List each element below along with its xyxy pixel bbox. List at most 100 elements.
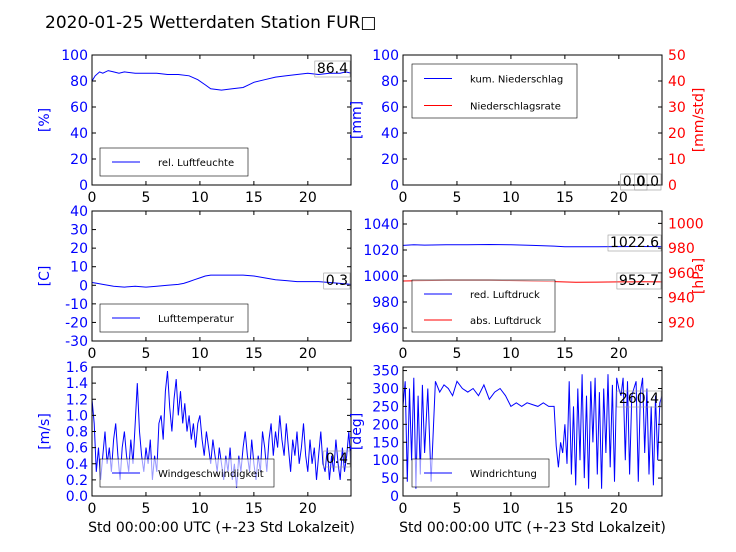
x-tick-label: 10 [191,346,209,362]
legend-label: Windgeschwindigkeit [158,469,264,480]
legend-box [411,279,556,333]
current-value-box [607,234,662,252]
plot-frame-temp [91,210,352,342]
series-line-pressure-0 [403,243,662,248]
y-axis-label-right: [hPa] [691,258,707,294]
y-axis-label: [%] [37,108,53,132]
x-tick-label: 10 [191,190,209,206]
panel-wind: 0 5 10 15 200.00.20.40.60.81.01.21.41.6[m/s]… [37,360,355,536]
y-tick-label: 0 [390,489,399,505]
y-tick-label-right: 50 [668,48,686,64]
x-tick-label: 20 [299,346,317,362]
y-axis-label: [deg] [349,413,365,450]
y-tick-label: 980 [372,295,399,311]
y-tick-label: 1.0 [66,408,88,424]
y-axis-label: [m/s] [37,413,53,450]
y-tick-label: 100 [372,453,399,469]
y-tick-label: 20 [70,241,88,257]
x-tick-label: 0 [399,501,408,517]
y-tick-label: 1000 [363,269,399,285]
y-tick-label: 1040 [363,217,399,233]
y-tick-label: -30 [65,334,88,350]
x-axis-label: Std 00:00:00 UTC (+-23 Std Lokalzeit) [399,520,666,536]
y-tick-label: 40 [70,204,88,220]
x-tick-label: 15 [245,501,263,517]
y-tick-label-right: 40 [668,74,686,90]
x-tick-label: 0 [399,346,408,362]
current-value-label: 86.4 [317,61,348,77]
y-tick-label: 0.0 [66,489,88,505]
x-tick-label: 15 [556,190,574,206]
y-tick-label: 20 [381,152,399,168]
legend-label: Lufttemperatur [158,314,235,325]
y-tick-label: 0.8 [66,425,88,441]
plot-frame-rain [402,54,663,186]
x-tick-label: 15 [245,190,263,206]
legend-pressure: red. Luftdruck abs. Luftdruck [411,279,556,333]
y-tick-label: 1.4 [66,376,88,392]
y-tick-label: 0.6 [66,441,88,457]
y-tick-label: -10 [65,297,88,313]
y-tick-label: 60 [70,100,88,116]
panel-rain: 0 5 10 15 20 0 20 40 60 80 100 0 10 20 30 40 50 [mm] [mm/s… [349,48,707,206]
y-tick-label: 960 [372,321,399,337]
y-tick-label: 20 [70,152,88,168]
legend-label: kum. Niederschlag [470,75,563,86]
y-tick-label: 10 [70,260,88,276]
y-axis-label: [C] [37,266,53,287]
y-tick-label: 0.4 [66,457,88,473]
series-line-temp-0 [92,274,351,288]
legend-wind: Windgeschwindigkeit [99,458,275,488]
y-tick-label: 60 [381,100,399,116]
current-value-box [620,173,648,191]
x-tick-label: 10 [502,346,520,362]
y-tick-label: -20 [65,315,88,331]
legend-dir: Windrichtung [411,458,550,488]
x-tick-label: 5 [452,346,461,362]
x-tick-label: 20 [299,501,317,517]
current-value-label: 0.3 [326,273,348,289]
y-tick-label: 0 [390,178,399,194]
legend-label: red. Luftdruck [470,290,540,301]
y-tick-label-right: 940 [668,291,695,307]
y-tick-label-right: 980 [668,241,695,257]
figure-title: 2020-01-25 Wetterdaten Station FUR□ [45,13,376,33]
x-tick-label: 20 [610,501,628,517]
y-tick-label: 200 [372,417,399,433]
current-value-label: 1022.6 [610,235,659,251]
x-tick-label: 20 [610,190,628,206]
x-tick-label: 0 [399,190,408,206]
y-tick-label-right: 0 [668,178,677,194]
y-tick-label: 100 [372,48,399,64]
x-tick-label: 5 [141,190,150,206]
plot-frame-hum [91,54,352,186]
y-tick-label: 150 [372,435,399,451]
current-value-label: 260.4 [619,391,659,407]
legend-hum: rel. Luftfeuchte [99,147,249,177]
panel-temp: 0 5 10 15 20 -30 -20 -10 0 10 20 30 40 [C] Lufttempera… [37,204,352,362]
legend-label: Windrichtung [470,469,537,480]
x-tick-label: 15 [556,346,574,362]
x-tick-label: 0 [88,190,97,206]
x-tick-label: 15 [556,501,574,517]
legend-rain: kum. Niederschlag Niederschlagsrate [411,63,578,119]
y-tick-label-right: 20 [668,126,686,142]
legend-temp: Lufttemperatur [99,303,249,333]
x-tick-label: 20 [299,190,317,206]
current-value-label: 0.0 [623,174,645,190]
current-value-label: 952.7 [619,273,659,289]
y-tick-label: 100 [61,48,88,64]
y-tick-label: 40 [381,126,399,142]
x-tick-label: 15 [245,346,263,362]
x-tick-label: 5 [141,501,150,517]
current-value-label: 0.4 [326,451,348,467]
y-tick-label: 1.6 [66,360,88,376]
y-tick-label-right: 920 [668,315,695,331]
y-tick-label: 30 [70,223,88,239]
x-tick-label: 5 [141,346,150,362]
x-tick-label: 5 [452,190,461,206]
y-tick-label: 300 [372,382,399,398]
x-tick-label: 5 [452,501,461,517]
